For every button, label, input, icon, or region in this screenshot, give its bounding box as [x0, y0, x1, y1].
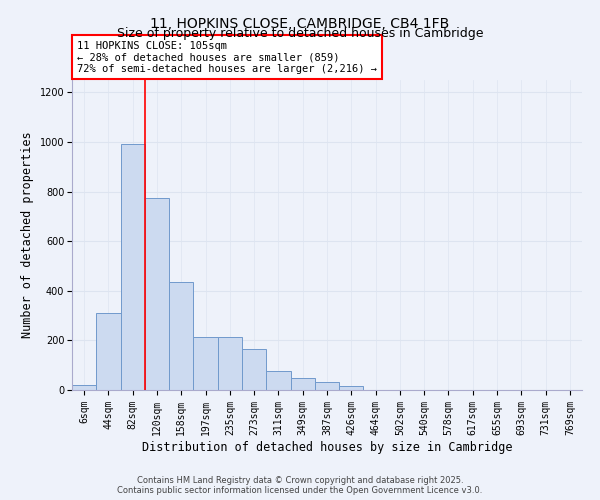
Text: Size of property relative to detached houses in Cambridge: Size of property relative to detached ho… — [117, 28, 483, 40]
Bar — [121, 144, 145, 390]
Text: Contains HM Land Registry data © Crown copyright and database right 2025.
Contai: Contains HM Land Registry data © Crown c… — [118, 476, 482, 495]
Bar — [218, 336, 242, 390]
Bar — [96, 313, 121, 390]
Bar — [315, 382, 339, 390]
Bar — [193, 336, 218, 390]
Bar — [266, 372, 290, 390]
Bar — [145, 198, 169, 390]
Bar — [72, 385, 96, 390]
Bar — [242, 349, 266, 390]
Bar — [290, 378, 315, 390]
Text: 11, HOPKINS CLOSE, CAMBRIDGE, CB4 1FB: 11, HOPKINS CLOSE, CAMBRIDGE, CB4 1FB — [151, 18, 449, 32]
Bar — [169, 282, 193, 390]
X-axis label: Distribution of detached houses by size in Cambridge: Distribution of detached houses by size … — [142, 440, 512, 454]
Bar — [339, 386, 364, 390]
Y-axis label: Number of detached properties: Number of detached properties — [21, 132, 34, 338]
Text: 11 HOPKINS CLOSE: 105sqm
← 28% of detached houses are smaller (859)
72% of semi-: 11 HOPKINS CLOSE: 105sqm ← 28% of detach… — [77, 40, 377, 74]
